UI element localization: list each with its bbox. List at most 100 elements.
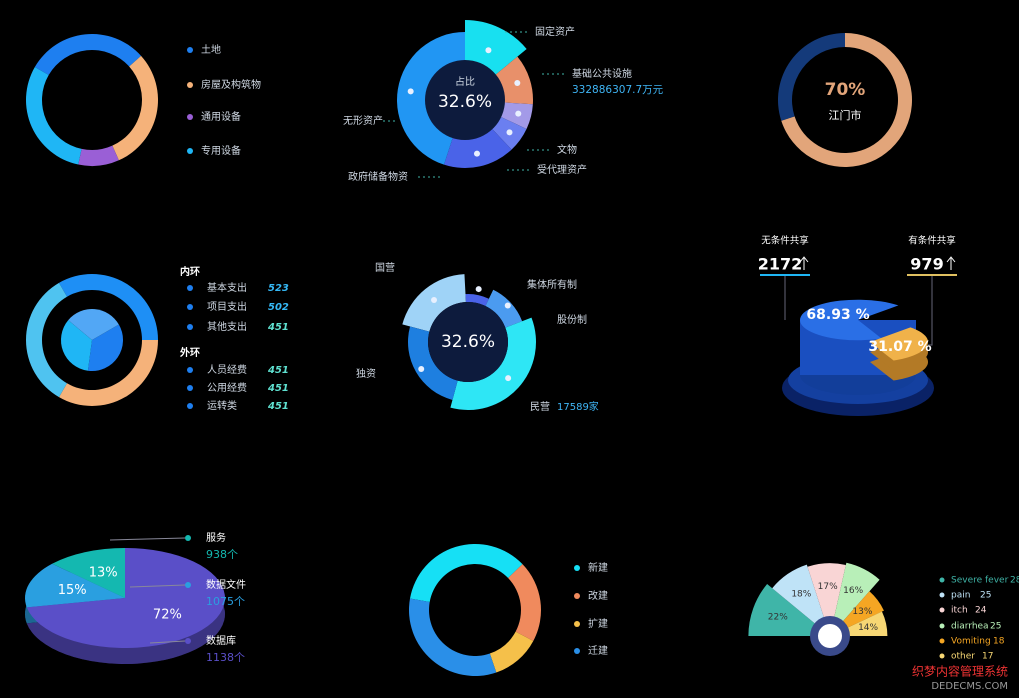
slice: [78, 145, 119, 166]
leader: [928, 276, 933, 346]
slice-label: 集体所有制: [527, 278, 577, 291]
legend-label: 服务: [206, 531, 226, 544]
center-value: 70%: [825, 80, 866, 100]
slice: [410, 544, 523, 603]
slice-label: 国营: [375, 261, 395, 274]
value-label: 68.93 %: [806, 307, 869, 323]
count: 979: [910, 255, 943, 274]
sector: [807, 563, 846, 636]
legend-label: other: [951, 652, 975, 662]
legend-label: itch: [951, 606, 968, 616]
center-title: 占比: [455, 75, 475, 88]
legend-dot: [185, 535, 191, 541]
slice: [25, 67, 82, 165]
legend-count: 938个: [206, 548, 238, 561]
legend-label: 土地: [201, 43, 221, 56]
legend-label: 改建: [588, 589, 608, 602]
legend-dot: [574, 648, 580, 654]
slice-label: 基础公共设施: [572, 67, 632, 80]
slice-dot: [473, 150, 480, 157]
legend-label: 迁建: [588, 644, 608, 657]
legend-dot: [187, 403, 193, 409]
legend-label: 房屋及构筑物: [201, 78, 261, 91]
percent-label: 18%: [791, 589, 811, 599]
slice: [485, 289, 523, 328]
legend-label: 人员经费: [207, 363, 247, 376]
legend-dot: [939, 623, 945, 629]
legend-value: 451: [267, 401, 289, 412]
watermark: DEDECMS.COM: [931, 681, 1008, 692]
slice-dot: [407, 88, 414, 95]
center-value: 32.6%: [441, 332, 495, 352]
slice: [489, 631, 534, 673]
slice-top: [870, 327, 928, 361]
slice-label: 文物: [557, 143, 577, 156]
value-label: 31.07 %: [868, 339, 931, 355]
slice: [87, 324, 123, 371]
legend-label: 项目支出: [207, 300, 247, 313]
legend-label: Severe fever: [951, 576, 1009, 586]
slice: [25, 563, 125, 608]
legend-count: 1138个: [206, 651, 245, 664]
hub-inner: [818, 624, 842, 648]
leader: [149, 640, 186, 644]
slice: [450, 317, 536, 410]
legend-label: 通用设备: [201, 110, 241, 123]
slice: [778, 32, 845, 121]
slice-dot: [431, 297, 438, 304]
slice-dot: [514, 80, 521, 87]
slice-dot: [418, 366, 425, 372]
up-arrow: [799, 256, 809, 270]
legend-value: 25: [990, 622, 1001, 632]
watermark: 织梦内容管理系统: [912, 664, 1008, 679]
slice-dot: [504, 302, 511, 309]
legend-dot: [185, 582, 191, 588]
slice-label: 固定资产: [535, 25, 575, 38]
slice-label: 政府储备物资: [348, 170, 408, 183]
sector: [772, 564, 830, 636]
slice: [26, 548, 226, 648]
slice-dot: [506, 129, 513, 136]
group-title: 内环: [180, 265, 200, 278]
slice-label: 受代理资产: [537, 163, 587, 176]
slice-dot: [485, 47, 492, 54]
slice: [25, 282, 67, 398]
legend-dot: [187, 82, 193, 88]
legend-label: 运转类: [207, 399, 237, 412]
slice: [870, 327, 928, 361]
slice: [59, 273, 158, 340]
legend-value: 17: [982, 652, 993, 662]
slice: [800, 299, 899, 341]
legend-label: Vomiting: [951, 637, 991, 647]
slice-label: 独资: [356, 367, 376, 380]
slice: [59, 340, 158, 406]
annotation: 17589家: [557, 400, 599, 413]
slice: [52, 548, 125, 598]
legend-value: 24: [975, 606, 987, 616]
slice: [409, 598, 497, 676]
legend-label: 数据库: [206, 634, 236, 647]
center-value: 32.6%: [438, 92, 492, 112]
legend-label: 公用经费: [207, 381, 247, 394]
legend-dot: [187, 285, 193, 291]
center-disk: [425, 60, 505, 140]
legend-label: diarrhea: [951, 622, 989, 632]
leader: [109, 537, 186, 541]
percent-label: 14%: [858, 623, 878, 633]
slice-dot: [515, 110, 522, 117]
leader: [129, 584, 186, 588]
slice: [112, 55, 159, 161]
sector: [748, 583, 830, 636]
slice: [68, 309, 119, 340]
legend-dot: [185, 638, 191, 644]
cylinder-top: [800, 299, 899, 341]
legend-dot: [939, 577, 945, 583]
legend-dot: [939, 653, 945, 659]
legend-value: 18: [993, 637, 1005, 647]
legend-value: 451: [267, 365, 289, 376]
slice: [60, 320, 92, 371]
legend-dot: [574, 593, 580, 599]
legend-dot: [187, 47, 193, 53]
annotation: 332886307.7万元: [572, 84, 664, 96]
